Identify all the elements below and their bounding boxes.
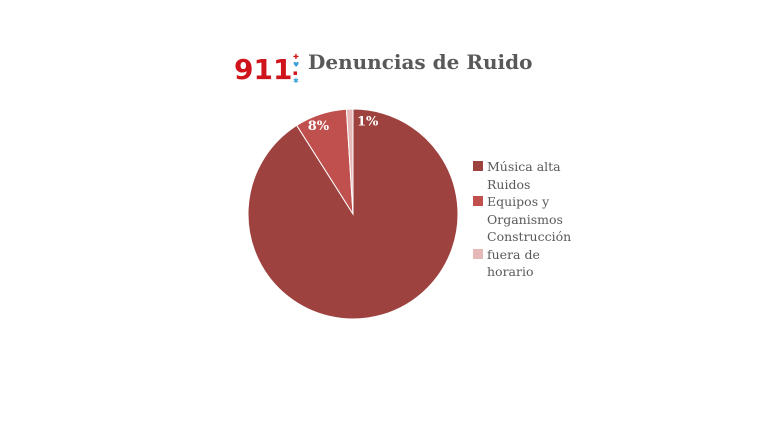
911-logo: 911 (234, 53, 293, 86)
pie-slice-2 (345, 108, 354, 215)
logo-symbols-icon: ✚ ♥ ▪ ✱ (293, 53, 300, 85)
data-label-2: 1% (357, 115, 379, 130)
legend-line: Música alta (473, 158, 571, 176)
legend-line: horario (473, 263, 571, 281)
legend-label: Ruidos (487, 176, 531, 192)
data-label-1: 8% (308, 119, 330, 134)
legend: Música alta Ruidos Equipos y Organismos Cons… (473, 158, 571, 281)
legend-line: Construcción (473, 228, 571, 246)
legend-label: Equipos y (487, 194, 550, 209)
chart-title: Denuncias de Ruido (308, 50, 533, 74)
legend-swatch (473, 248, 483, 259)
legend-line: Equipos y (473, 193, 571, 211)
legend-label: Música alta (487, 159, 561, 174)
legend-swatch (473, 161, 483, 171)
legend-swatch (473, 196, 483, 206)
legend-line: Ruidos (473, 176, 571, 194)
legend-line: fuera de (473, 246, 571, 264)
legend-label: Construcción (487, 229, 572, 244)
legend-label: Organismos (487, 211, 563, 227)
legend-line: Organismos (473, 211, 571, 229)
legend-label: horario (487, 264, 534, 279)
legend-label: fuera de (487, 246, 540, 262)
